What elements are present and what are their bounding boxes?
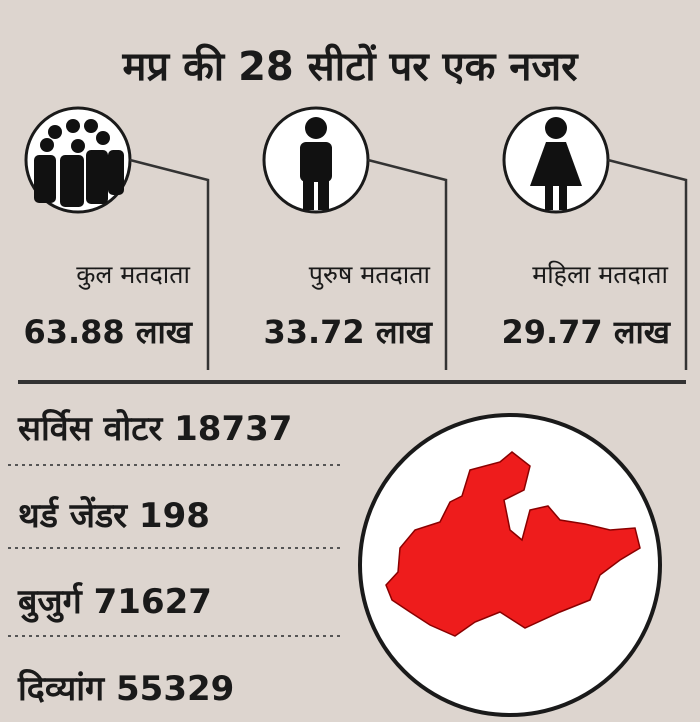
stat-label: पुरुष मतदाता <box>309 260 431 290</box>
stat-value: 29.77 लाख <box>501 313 671 351</box>
male-icon <box>300 117 332 210</box>
list-item: दिव्यांग 55329 <box>17 668 234 709</box>
list-item: बुजुर्ग 71627 <box>17 581 212 623</box>
list-label: दिव्यांग <box>17 668 106 709</box>
list-label: थर्ड जेंडर <box>18 495 128 536</box>
list-item: थर्ड जेंडर 198 <box>18 495 210 536</box>
stat-label: महिला मतदाता <box>532 260 668 289</box>
list-value: 71627 <box>94 582 212 622</box>
female-icon <box>530 117 582 210</box>
connector <box>367 158 448 370</box>
list-item: सर्विस वोटर 18737 <box>17 408 292 449</box>
list-label: बुजुर्ग <box>17 581 84 623</box>
state-map <box>385 451 641 637</box>
stat-value: 33.72 लाख <box>263 313 433 351</box>
connector <box>607 158 688 370</box>
list-value: 198 <box>139 496 210 536</box>
connectors <box>129 158 688 370</box>
list-value: 18737 <box>174 409 292 449</box>
crowd-icon <box>34 119 124 207</box>
list-label: सर्विस वोटर <box>17 408 163 449</box>
stat-label: कुल मतदाता <box>76 260 190 290</box>
connector <box>129 158 210 370</box>
title: मप्र की 28 सीटों पर एक नजर <box>121 43 579 90</box>
stat-value: 63.88 लाख <box>23 313 193 351</box>
list-value: 55329 <box>116 669 234 709</box>
